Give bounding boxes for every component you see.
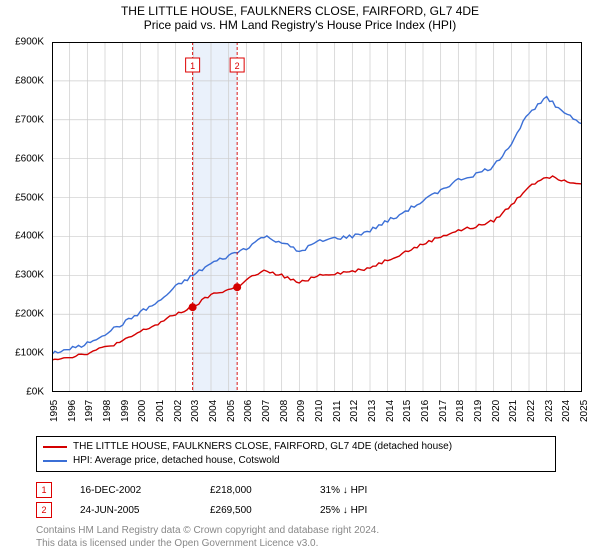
x-tick-label: 1998 (102, 400, 113, 422)
x-tick-label: 2019 (473, 400, 484, 422)
footer-line-1: Contains HM Land Registry data © Crown c… (36, 524, 379, 537)
x-tick-label: 2012 (349, 400, 360, 422)
y-tick-label: £0K (26, 387, 44, 398)
chart-svg: 12 (52, 42, 582, 392)
y-tick-label: £700K (15, 114, 44, 125)
x-tick-label: 2008 (279, 400, 290, 422)
x-tick-label: 1997 (84, 400, 95, 422)
y-tick-label: £300K (15, 270, 44, 281)
chart-title-main: THE LITTLE HOUSE, FAULKNERS CLOSE, FAIRF… (0, 4, 600, 18)
sale-diff-2: 25% ↓ HPI (320, 505, 440, 516)
chart-title-sub: Price paid vs. HM Land Registry's House … (0, 18, 600, 32)
x-tick-label: 2006 (243, 400, 254, 422)
legend-label-hpi: HPI: Average price, detached house, Cots… (73, 454, 280, 468)
x-tick-label: 1995 (49, 400, 60, 422)
legend-label-paid: THE LITTLE HOUSE, FAULKNERS CLOSE, FAIRF… (73, 440, 452, 454)
y-tick-label: £600K (15, 153, 44, 164)
y-axis-ticks: £0K£100K£200K£300K£400K£500K£600K£700K£8… (0, 42, 48, 392)
legend-box: THE LITTLE HOUSE, FAULKNERS CLOSE, FAIRF… (36, 436, 556, 472)
footer-attribution: Contains HM Land Registry data © Crown c… (36, 524, 379, 550)
legend-swatch-hpi (43, 460, 67, 462)
x-tick-label: 2024 (561, 400, 572, 422)
x-tick-label: 2011 (332, 400, 343, 422)
sale-price-2: £269,500 (210, 505, 320, 516)
x-tick-label: 2002 (173, 400, 184, 422)
x-tick-label: 2001 (155, 400, 166, 422)
x-tick-label: 2000 (137, 400, 148, 422)
x-tick-label: 2020 (491, 400, 502, 422)
y-tick-label: £500K (15, 192, 44, 203)
sale-date-2: 24-JUN-2005 (80, 505, 210, 516)
sales-table: 1 16-DEC-2002 £218,000 31% ↓ HPI 2 24-JU… (36, 480, 556, 520)
x-tick-label: 2014 (385, 400, 396, 422)
sale-marker-2: 2 (36, 502, 52, 518)
legend-swatch-paid (43, 446, 67, 448)
x-tick-label: 2015 (402, 400, 413, 422)
sale-marker-1: 1 (36, 482, 52, 498)
legend-row-paid: THE LITTLE HOUSE, FAULKNERS CLOSE, FAIRF… (43, 440, 549, 454)
chart-plot-area: 12 (52, 42, 582, 392)
footer-line-2: This data is licensed under the Open Gov… (36, 537, 379, 550)
x-tick-label: 2005 (226, 400, 237, 422)
y-tick-label: £100K (15, 348, 44, 359)
y-tick-label: £200K (15, 309, 44, 320)
x-tick-label: 1999 (120, 400, 131, 422)
x-tick-label: 2007 (261, 400, 272, 422)
x-tick-label: 2023 (544, 400, 555, 422)
x-tick-label: 2013 (367, 400, 378, 422)
x-tick-label: 2017 (438, 400, 449, 422)
sales-row-1: 1 16-DEC-2002 £218,000 31% ↓ HPI (36, 480, 556, 500)
sale-price-1: £218,000 (210, 485, 320, 496)
sale-date-1: 16-DEC-2002 (80, 485, 210, 496)
sales-row-2: 2 24-JUN-2005 £269,500 25% ↓ HPI (36, 500, 556, 520)
x-tick-label: 1996 (67, 400, 78, 422)
x-tick-label: 2016 (420, 400, 431, 422)
chart-titles: THE LITTLE HOUSE, FAULKNERS CLOSE, FAIRF… (0, 0, 600, 33)
x-tick-label: 2010 (314, 400, 325, 422)
x-tick-label: 2009 (296, 400, 307, 422)
y-tick-label: £900K (15, 37, 44, 48)
x-tick-label: 2003 (190, 400, 201, 422)
sale-diff-1: 31% ↓ HPI (320, 485, 440, 496)
x-tick-label: 2022 (526, 400, 537, 422)
x-tick-label: 2004 (208, 400, 219, 422)
svg-text:2: 2 (235, 61, 240, 71)
x-tick-label: 2021 (508, 400, 519, 422)
x-tick-label: 2025 (579, 400, 590, 422)
y-tick-label: £800K (15, 75, 44, 86)
legend-row-hpi: HPI: Average price, detached house, Cots… (43, 454, 549, 468)
x-axis-ticks: 1995 1996 1997 1998 1999 2000 2001 2002 2003 2004… (52, 392, 582, 432)
svg-text:1: 1 (190, 61, 195, 71)
x-tick-label: 2018 (455, 400, 466, 422)
y-tick-label: £400K (15, 231, 44, 242)
